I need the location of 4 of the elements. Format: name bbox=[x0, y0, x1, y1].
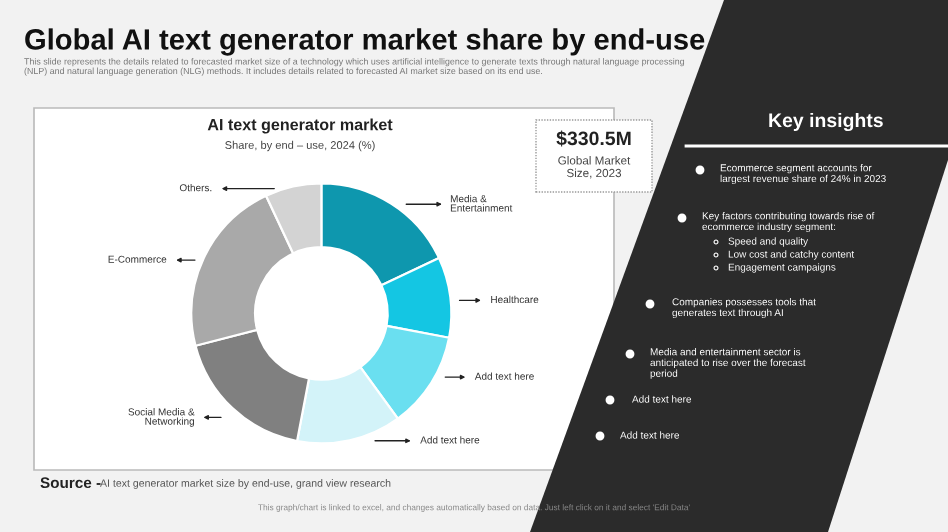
chart-title: Global AI text generator market share by end-use bbox=[25, 28, 705, 56]
text: Key insights bbox=[769, 112, 883, 132]
text: AI text generator market bbox=[207, 118, 393, 134]
text: $330.5M bbox=[556, 130, 631, 147]
